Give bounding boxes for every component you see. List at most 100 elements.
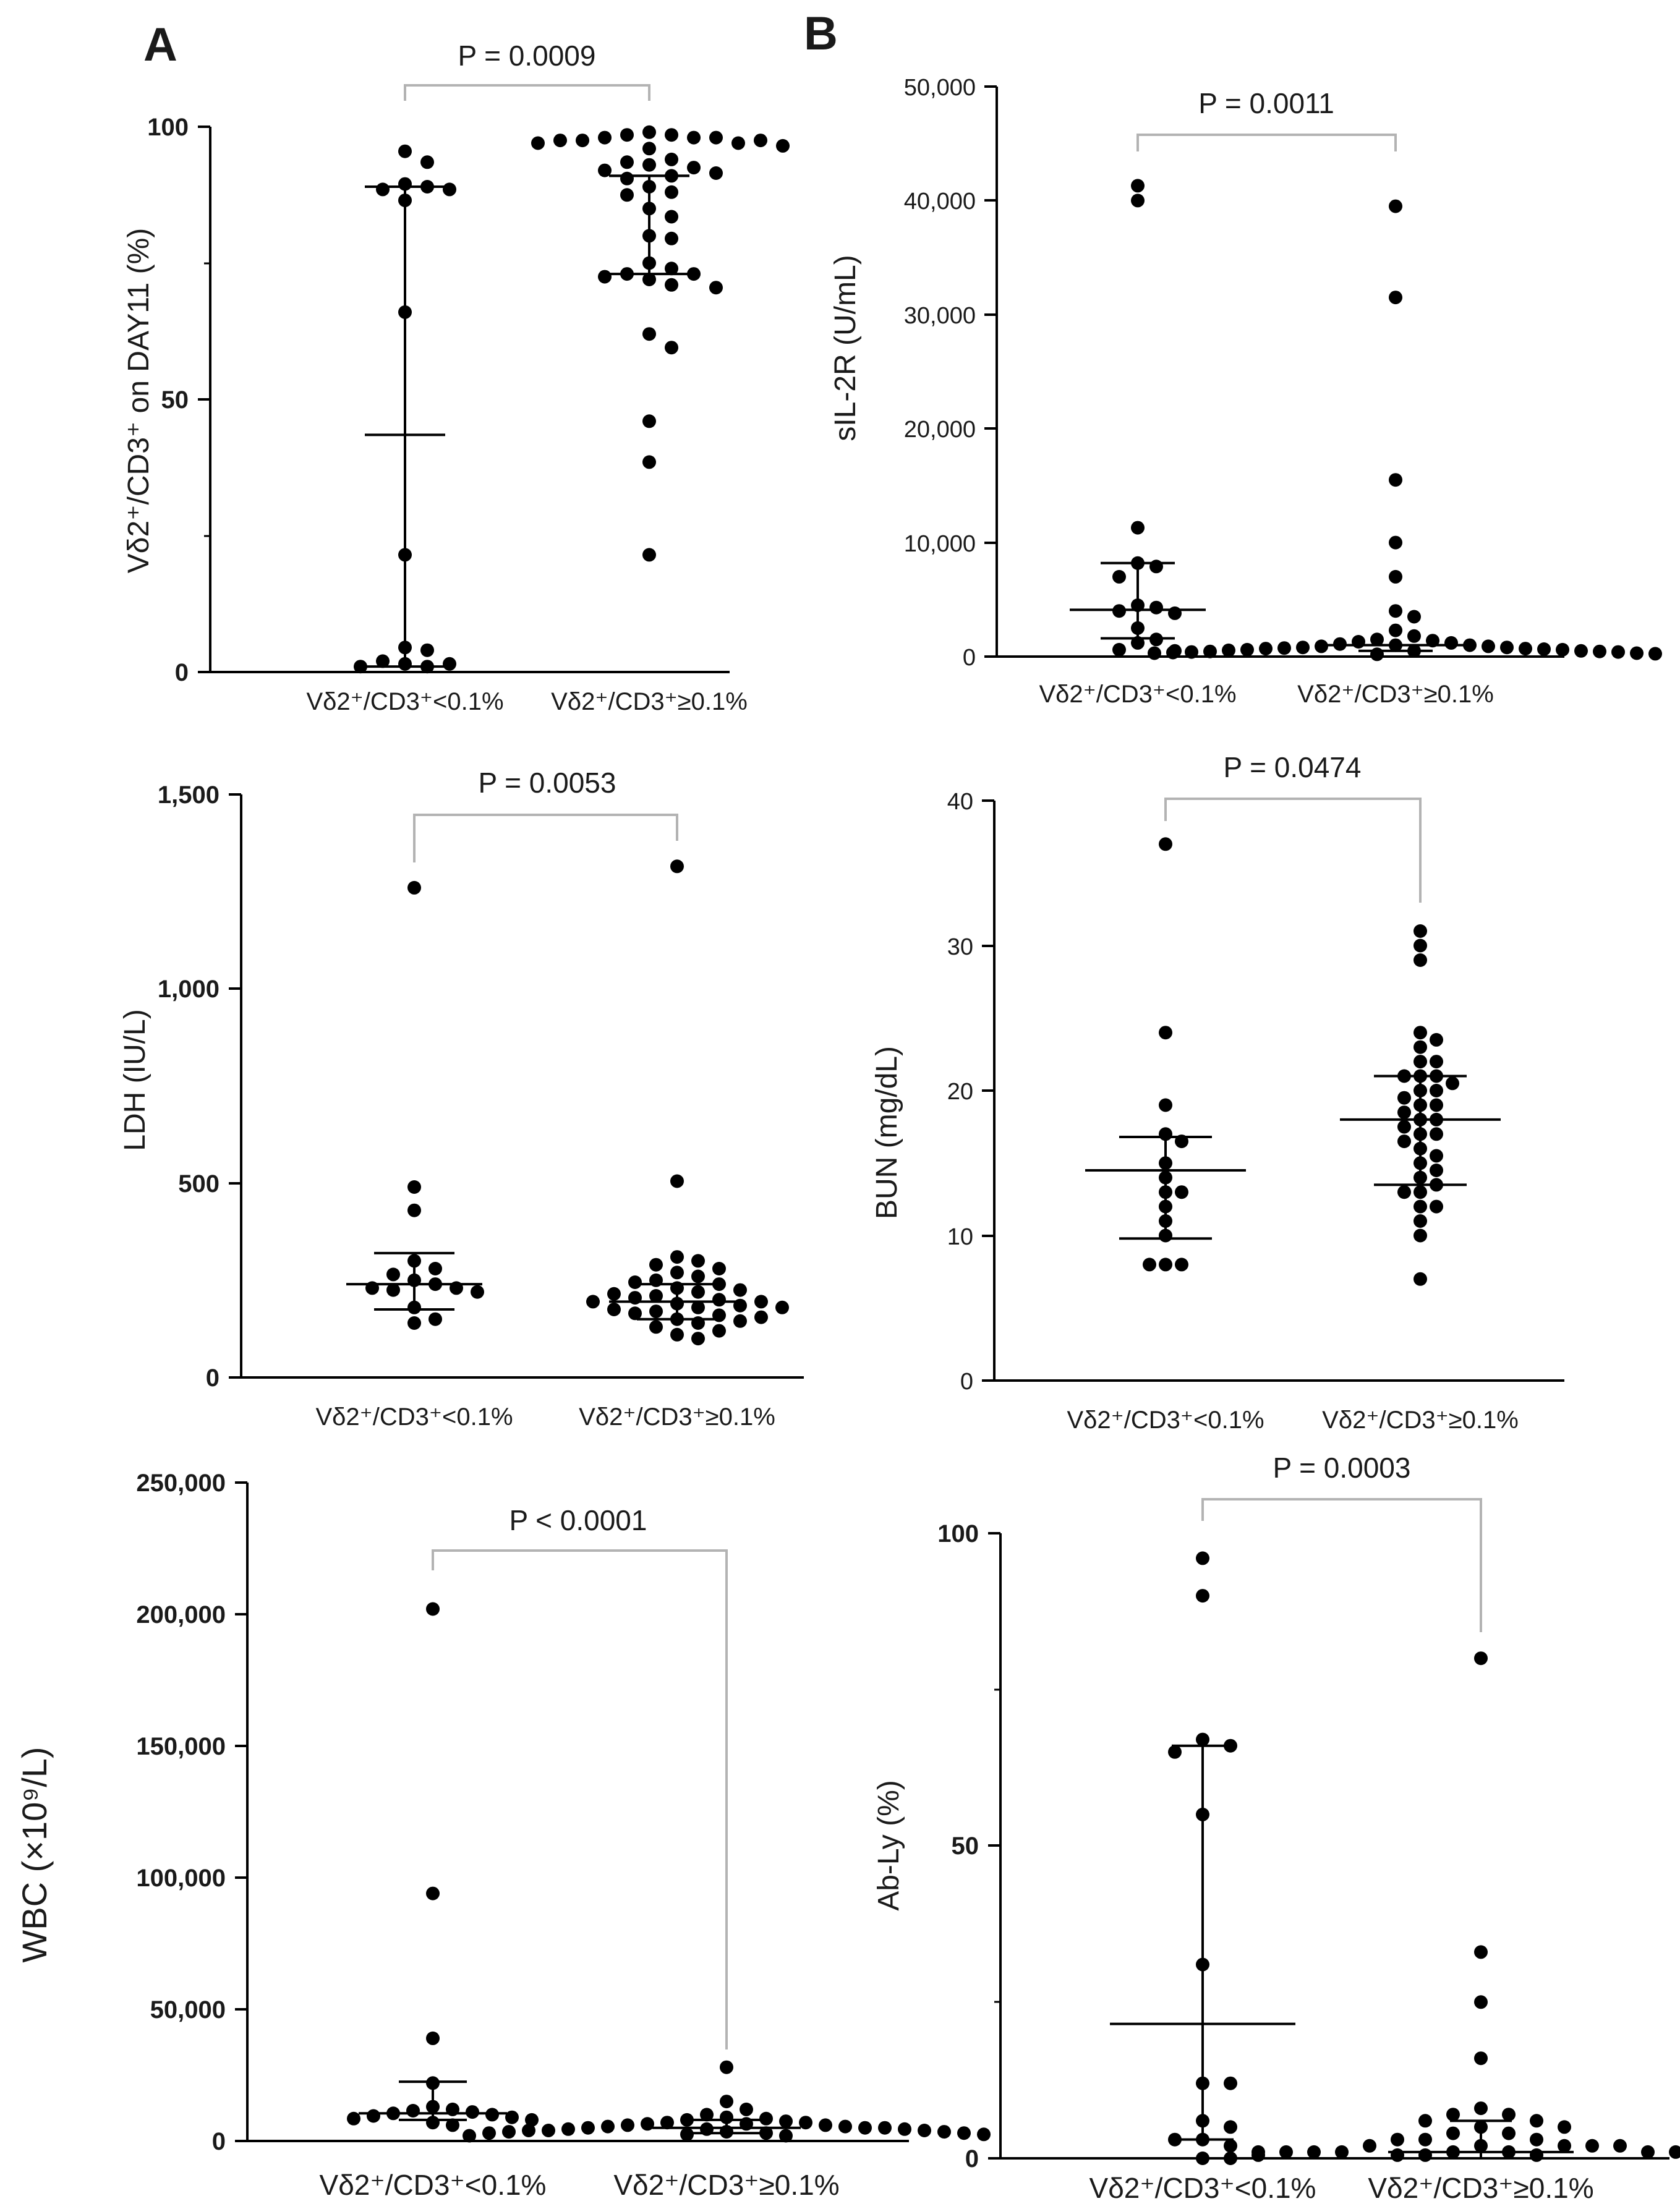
- sil2r-series-2-point: [1277, 641, 1291, 655]
- ldh-series-2-point: [691, 1332, 705, 1346]
- ldh-series-2-point: [607, 1287, 621, 1301]
- ldh-series-2-point: [649, 1289, 663, 1303]
- ably-series-2-point: [1474, 1995, 1488, 2009]
- wbc-series-2-point: [660, 2116, 674, 2130]
- ably-series-1-point: [1224, 2139, 1237, 2153]
- ably-series-2-point: [1418, 2148, 1432, 2162]
- wbc-series-2-point: [720, 2060, 733, 2074]
- ldh-category-label: Vδ2⁺/CD3⁺<0.1%: [315, 1403, 513, 1431]
- vd2-series-2-point: [665, 341, 678, 355]
- wbc-series-2-point: [700, 2108, 714, 2122]
- wbc-series-2-point: [621, 2118, 634, 2132]
- ably-series-2-point: [1224, 2152, 1237, 2165]
- bun-series-2-point: [1414, 1228, 1427, 1243]
- ldh-ytick-label: 500: [178, 1170, 220, 1198]
- wbc-series-2-point: [482, 2126, 496, 2140]
- ably-category-label: Vδ2⁺/CD3⁺<0.1%: [1089, 2172, 1316, 2204]
- bun-series-1-point: [1143, 1258, 1156, 1272]
- wbc-series-2-point: [542, 2124, 555, 2137]
- sil2r-bracket: [1136, 134, 1397, 151]
- bun-series-1-point: [1159, 1026, 1172, 1040]
- vd2-bracket: [404, 84, 650, 101]
- sil2r-series-2-point: [1593, 644, 1606, 658]
- ldh-series-2-point: [712, 1324, 726, 1338]
- vd2-series-2-point: [642, 180, 656, 194]
- bun-series-2-point: [1414, 1141, 1427, 1156]
- ably-series-1-point: [1196, 2114, 1209, 2128]
- ably-series-2-point: [1558, 2139, 1571, 2153]
- ably-series-2-point: [1279, 2145, 1293, 2159]
- ably-bracket: [1201, 1498, 1482, 1632]
- vd2-series-2-point: [576, 134, 589, 148]
- vd2-ytick-label-0: 0: [175, 659, 189, 686]
- wbc-series-2-point: [937, 2125, 951, 2139]
- bun-category-label: Vδ2⁺/CD3⁺<0.1%: [1067, 1407, 1264, 1434]
- ably-series-2-point: [1474, 2139, 1488, 2153]
- wbc-series-2-point: [898, 2122, 911, 2136]
- wbc-series-2-point: [977, 2127, 991, 2142]
- sil2r-series-1-point: [1112, 569, 1126, 584]
- sil2r-series-2-point: [1389, 604, 1402, 618]
- wbc-series-1-point: [485, 2108, 499, 2122]
- vd2-series-1-point: [420, 155, 434, 169]
- bun-series-2-point: [1414, 924, 1427, 938]
- vd2-series-1-point: [398, 144, 412, 158]
- vd2-series-2-point: [642, 256, 656, 270]
- vd2-series-1-point: [443, 657, 456, 671]
- ldh-series-2-point: [649, 1320, 663, 1334]
- ably-series-1-point: [1196, 1957, 1209, 1972]
- bun-series-2-point: [1430, 1127, 1443, 1141]
- ably-ytick-label: 0: [965, 2145, 979, 2173]
- wbc-series-1-point: [466, 2105, 479, 2119]
- bun-series-1-point: [1175, 1258, 1188, 1272]
- wbc-series-1-point: [426, 1602, 440, 1616]
- sil2r-series-1-point: [1149, 560, 1163, 574]
- ably-series-2-point: [1446, 2108, 1460, 2122]
- bun-series-2-point: [1414, 1214, 1427, 1228]
- sil2r-series-2-point: [1556, 642, 1569, 657]
- bun-series-2-point: [1430, 1055, 1443, 1069]
- vd2-series-1-point: [398, 548, 412, 562]
- sil2r-ytick-label: 20,000: [904, 417, 976, 443]
- sil2r-series-1-point: [1131, 521, 1145, 535]
- bun-series-2-point: [1430, 1149, 1443, 1163]
- ably-y-label: Ab-Ly (%): [872, 1780, 905, 1911]
- bun-series-1-point: [1159, 1127, 1172, 1141]
- ably-series-2-point: [1613, 2139, 1627, 2153]
- ldh-series-2-point: [628, 1291, 642, 1305]
- vd2-series-2-point: [687, 130, 701, 145]
- ably-series-1-point: [1196, 2076, 1209, 2090]
- vd2-series-2-point: [598, 270, 612, 284]
- bun-ytick-label: 0: [960, 1369, 973, 1395]
- ldh-series-2-point: [607, 1303, 621, 1316]
- sil2r-series-2-point: [1537, 642, 1551, 656]
- vd2-series-2-point: [665, 262, 678, 276]
- chart-vd2: P = 0.0009 Vδ2⁺/CD3⁺ on DAY11 (%) 100 50…: [122, 40, 748, 715]
- wbc-series-1-point: [406, 2104, 420, 2117]
- wbc-ytick-label: 200,000: [136, 1601, 226, 1628]
- ably-series-1-point: [1224, 2076, 1237, 2090]
- vd2-series-2-point: [598, 163, 612, 177]
- ldh-series-1-point: [407, 1300, 421, 1314]
- ably-series-2-point: [1363, 2139, 1376, 2153]
- sil2r-series-2-point: [1148, 646, 1161, 660]
- ldh-series-2-point: [670, 1281, 684, 1295]
- vd2-series-2-point: [665, 210, 678, 224]
- vd2-series-1-point: [398, 177, 412, 191]
- sil2r-series-2-point: [1630, 646, 1644, 660]
- bun-series-1-point: [1159, 1258, 1172, 1272]
- vd2-series-1-point: [354, 660, 367, 674]
- ably-series-2-point: [1585, 2139, 1599, 2153]
- vd2-series-2-point: [642, 202, 656, 216]
- vd2-category-label: Vδ2⁺/CD3⁺<0.1%: [306, 688, 503, 715]
- vd2-series-2-point: [687, 267, 701, 281]
- ably-series-2-point: [1530, 2132, 1543, 2147]
- sil2r-ytick-label: 50,000: [904, 75, 976, 101]
- ably-series-2-point: [1474, 2051, 1488, 2066]
- bun-ytick-label: 20: [947, 1079, 973, 1105]
- ably-series-2-point: [1502, 2145, 1516, 2159]
- vd2-series-2-point: [642, 455, 656, 469]
- bun-series-1-point: [1159, 1185, 1172, 1199]
- chart-ably: P = 0.0003 Ab-Ly (%) 100 50 0 Vδ2⁺/CD3⁺<…: [872, 1452, 1669, 2204]
